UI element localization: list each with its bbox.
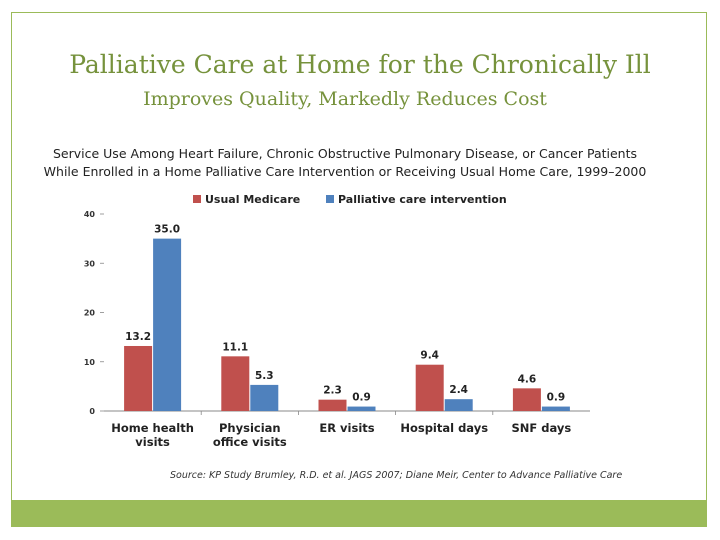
bar-value-label: 11.1 [222,341,248,353]
bar [153,238,182,411]
bar-value-label: 35.0 [154,224,180,236]
slide-title: Palliative Care at Home for the Chronica… [69,50,651,79]
y-tick-label: 0 [89,407,95,416]
x-category-label: office visits [213,435,287,449]
slide-subtitle: Improves Quality, Markedly Reduces Cost [143,88,547,110]
bar-chart: Usual Medicare Palliative care interventi… [84,193,590,449]
y-tick-label: 20 [84,309,96,318]
bar-value-label: 4.6 [518,373,537,385]
bar [124,345,153,411]
bar-value-label: 0.9 [352,392,371,404]
x-category-label: SNF days [512,421,572,435]
legend-label: Usual Medicare [205,193,300,206]
bar-value-label: 13.2 [125,331,151,343]
bar [318,399,347,411]
y-tick-label: 30 [84,259,96,268]
legend-label: Palliative care intervention [338,193,507,206]
bar [221,356,250,411]
chart-caption-line-1: Service Use Among Heart Failure, Chronic… [52,146,638,161]
bar-value-label: 0.9 [547,392,566,404]
x-category-label: Physician [219,421,281,435]
x-category-label: Home health [111,421,194,435]
bar-value-label: 9.4 [420,350,439,362]
legend-swatch [326,195,334,203]
legend-swatch [193,195,201,203]
chart-caption-line-2: While Enrolled in a Home Palliative Care… [43,164,647,179]
bar-value-label: 2.3 [323,385,342,397]
bar [512,388,541,411]
bar [541,406,570,411]
footer-bar [11,500,707,527]
bar [415,364,444,411]
source-note: Source: KP Study Brumley, R.D. et al. JA… [170,470,623,481]
x-category-label: visits [135,435,170,449]
bar [250,384,279,411]
bar-value-label: 5.3 [255,370,274,382]
bar [347,406,376,411]
bar [444,399,473,411]
x-category-label: Hospital days [400,421,488,435]
y-tick-label: 40 [84,210,96,219]
y-tick-label: 10 [84,358,96,367]
x-category-label: ER visits [319,421,374,435]
bar-value-label: 2.4 [449,384,468,396]
